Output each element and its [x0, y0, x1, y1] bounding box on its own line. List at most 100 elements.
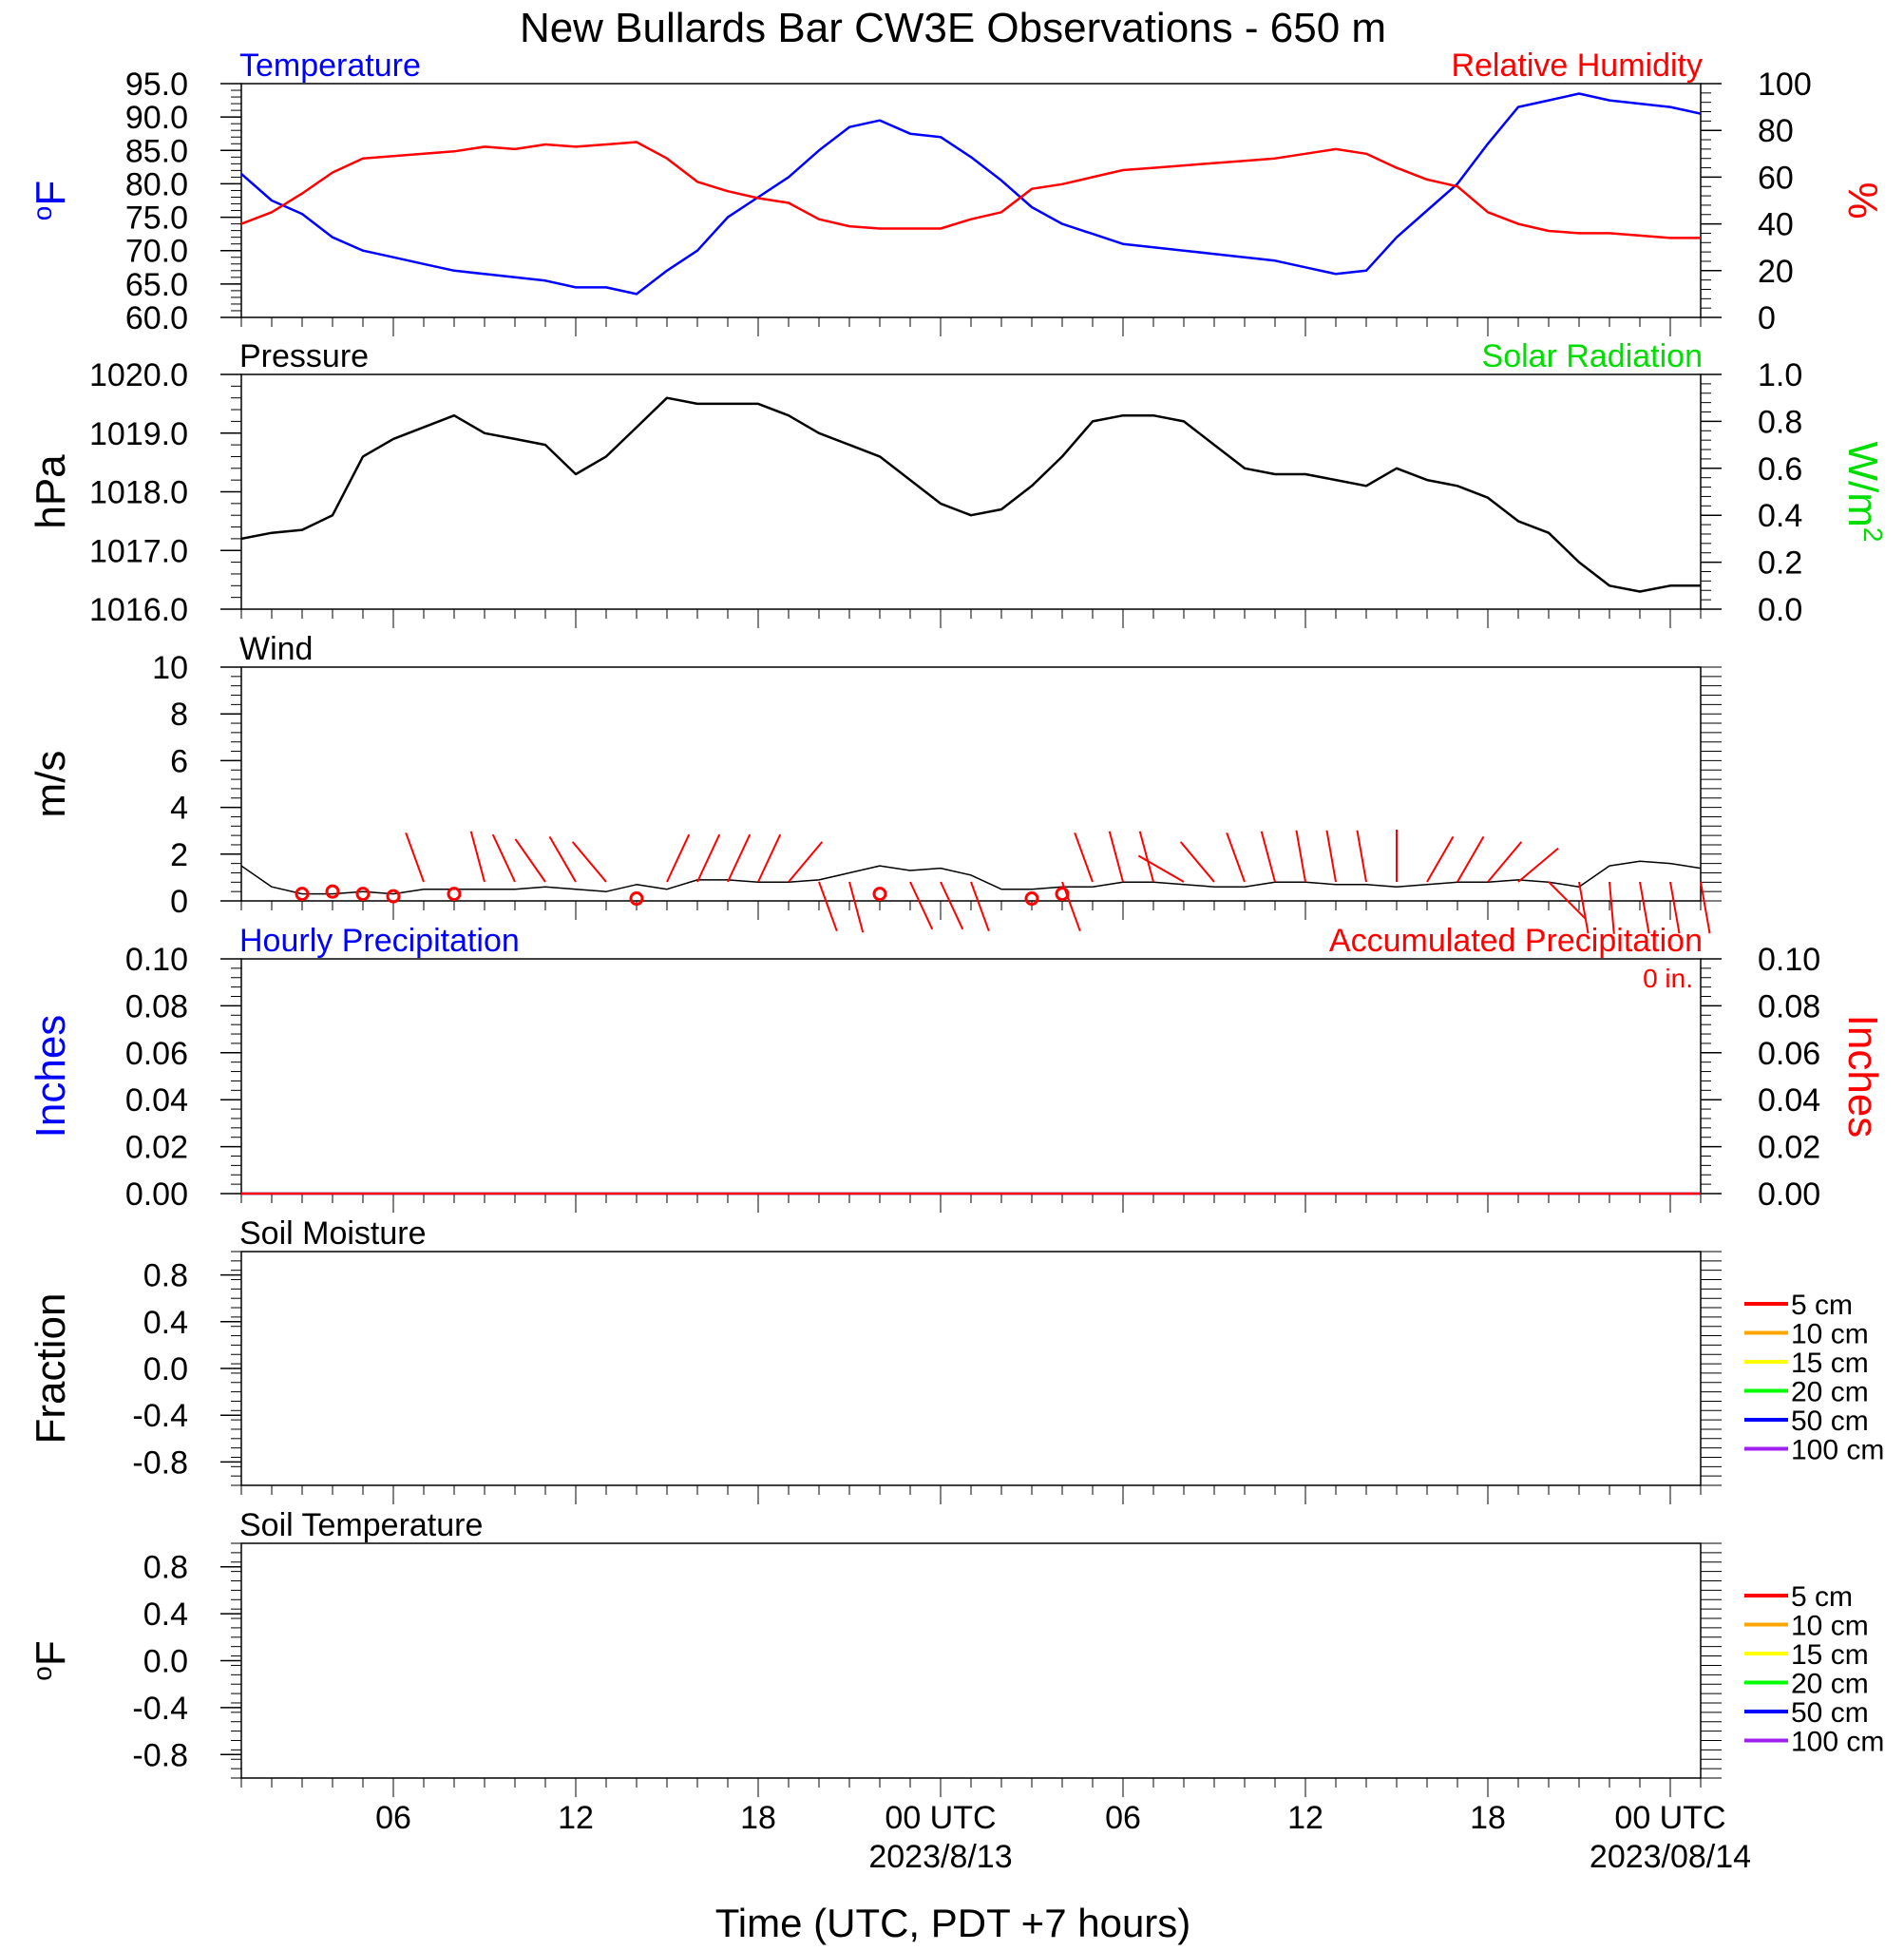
legend-label: 10 cm	[1791, 1319, 1869, 1350]
wind-barb	[909, 881, 934, 930]
wind-barb	[1517, 847, 1559, 883]
y-tick-label-right: 0.2	[1758, 545, 1802, 582]
legend-label: 20 cm	[1791, 1669, 1869, 1700]
y-tick-label-left: 0.06	[125, 1036, 188, 1072]
y-tick-label-right: 100	[1758, 67, 1812, 103]
wind-barb	[1700, 881, 1711, 934]
x-tick-label: 00 UTC	[885, 1800, 996, 1836]
y-tick-label-left: -0.8	[132, 1444, 188, 1481]
calm-marker	[325, 884, 340, 899]
y-tick-label-left: 0.8	[143, 1550, 188, 1586]
wind-barb	[1639, 881, 1650, 934]
y-tick-label-right: 40	[1758, 207, 1794, 243]
y-tick-label-right: 0.6	[1758, 451, 1802, 488]
y-tick-label-right: 0.00	[1758, 1176, 1820, 1213]
wind-barb	[571, 841, 607, 883]
panel-title-right: Accumulated Precipitation	[1329, 923, 1703, 959]
y-tick-label-right: 0.04	[1758, 1082, 1820, 1119]
wind-barb	[1578, 881, 1590, 934]
panel-title-left: Hourly Precipitation	[239, 923, 520, 959]
calm-marker	[629, 891, 644, 907]
panel-frame	[240, 83, 1702, 318]
wind-barb	[1137, 854, 1185, 883]
y-tick-label-right: 80	[1758, 113, 1794, 149]
wind-barb	[1669, 881, 1681, 934]
y-tick-label-right: 0	[1758, 300, 1776, 336]
panel-title-right: Solar Radiation	[1482, 338, 1703, 374]
wind-barb	[491, 833, 516, 883]
y-tick-label-left: 0.00	[125, 1176, 188, 1213]
series-line-temperature	[240, 92, 1702, 296]
x-tick-label: 06	[1105, 1800, 1141, 1836]
y-tick-label-right: 20	[1758, 254, 1794, 290]
calm-marker	[295, 887, 310, 902]
y-tick-label-left: 6	[170, 743, 188, 779]
wind-barb	[1179, 841, 1215, 883]
wind-barb	[1074, 832, 1094, 883]
wind-barb	[514, 838, 546, 883]
legend-label: 10 cm	[1791, 1611, 1869, 1642]
legend-label: 20 cm	[1791, 1377, 1869, 1408]
wind-barb	[1295, 830, 1306, 883]
wind-barb	[1226, 832, 1246, 883]
calm-marker	[1055, 887, 1070, 902]
wind-barb	[1609, 881, 1615, 934]
y-tick-label-left: 90.0	[125, 100, 188, 136]
y-tick-label-right: 0.06	[1758, 1036, 1820, 1072]
y-tick-label-right: 0.4	[1758, 498, 1802, 534]
panel-1: 1020.0 1019.0 1018.0 1017.0 1016.0 1.0 0.8 0.6 0…	[28, 338, 1888, 628]
wind-barb	[1426, 835, 1455, 883]
y-tick-label-left: 10	[152, 650, 188, 686]
y-tick-label-left: 1017.0	[89, 533, 188, 569]
y-tick-label-left: 0.4	[143, 1305, 188, 1341]
x-tick-label: 00 UTC	[1614, 1800, 1725, 1836]
y-axis-label-left: oF	[28, 181, 74, 220]
wind-barb	[1356, 830, 1367, 883]
legend-label: 50 cm	[1791, 1406, 1869, 1437]
y-axis-label-right: Inches	[1839, 1015, 1886, 1138]
legend-label: 100 cm	[1791, 1435, 1884, 1466]
panel-frame	[240, 373, 1702, 610]
panel-title-left: Wind	[239, 631, 313, 667]
wind-barb	[405, 832, 425, 883]
y-tick-label-left: -0.8	[132, 1737, 188, 1773]
y-tick-label-left: 1019.0	[89, 416, 188, 452]
y-tick-label-left: 1016.0	[89, 592, 188, 628]
y-tick-label-left: 75.0	[125, 201, 188, 237]
y-tick-label-left: 0.8	[143, 1258, 188, 1294]
y-axis-label-left: m/s	[28, 751, 74, 818]
x-date-label: 2023/8/13	[868, 1839, 1012, 1875]
y-axis-label-left: hPa	[28, 454, 74, 529]
y-tick-label-left: 0	[170, 884, 188, 920]
y-tick-label-left: 0.0	[143, 1351, 188, 1387]
wind-barb	[696, 833, 721, 883]
y-tick-label-left: 0.04	[125, 1082, 188, 1119]
panel-0: 95.090.085.080.075.070.065.060.0 100 80 60 4…	[28, 48, 1886, 336]
wind-barb	[940, 881, 964, 930]
series-line-pressure	[240, 396, 1701, 593]
x-tick-label: 12	[1287, 1800, 1323, 1836]
panel-2: 10 8 6 4 2 0 Wind m/s	[28, 631, 1722, 934]
panel-title-left: Soil Moisture	[239, 1215, 427, 1252]
y-tick-label-right: 1.0	[1758, 357, 1802, 393]
wind-barb	[1260, 831, 1276, 883]
y-axis-label-left: oF	[28, 1640, 74, 1680]
wind-barb	[1487, 841, 1523, 883]
panel-frame	[240, 1542, 1702, 1779]
y-tick-label-left: 0.10	[125, 942, 188, 978]
y-tick-label-right: 0.08	[1758, 988, 1820, 1024]
panel-frame	[240, 1251, 1702, 1486]
panel-frame	[240, 958, 1702, 1195]
precip-total-annotation: 0 in.	[1643, 964, 1693, 993]
wind-barb	[1548, 881, 1587, 920]
y-tick-label-left: 95.0	[125, 67, 188, 103]
x-tick-label: 06	[375, 1800, 411, 1836]
wind-barb	[469, 831, 486, 883]
y-tick-label-left: 4	[170, 791, 188, 827]
y-tick-label-left: 60.0	[125, 300, 188, 336]
legend-label: 15 cm	[1791, 1348, 1869, 1379]
wind-barb	[757, 833, 782, 883]
x-axis-label: Time (UTC, PDT +7 hours)	[715, 1901, 1191, 1945]
panel-title-left: Temperature	[239, 48, 421, 84]
